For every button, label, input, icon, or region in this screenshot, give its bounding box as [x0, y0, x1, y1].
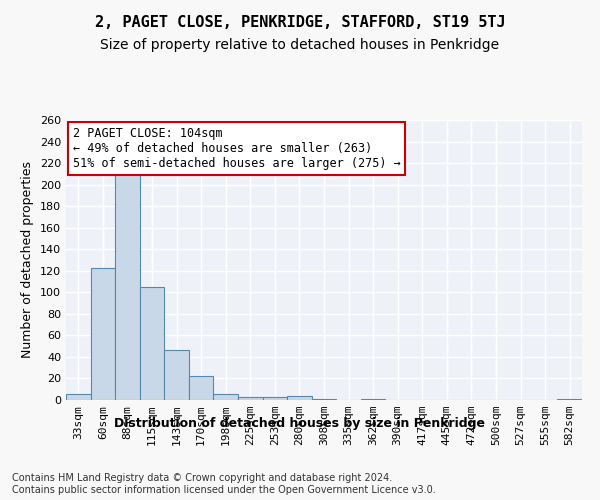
- Bar: [66, 394, 91, 400]
- Bar: [287, 396, 312, 400]
- Bar: [361, 399, 385, 400]
- Bar: [263, 397, 287, 400]
- Bar: [115, 168, 140, 400]
- Bar: [140, 287, 164, 400]
- Bar: [557, 399, 582, 400]
- Bar: [312, 399, 336, 400]
- Text: Distribution of detached houses by size in Penkridge: Distribution of detached houses by size …: [115, 418, 485, 430]
- Text: 2, PAGET CLOSE, PENKRIDGE, STAFFORD, ST19 5TJ: 2, PAGET CLOSE, PENKRIDGE, STAFFORD, ST1…: [95, 15, 505, 30]
- Y-axis label: Number of detached properties: Number of detached properties: [22, 162, 34, 358]
- Text: Contains HM Land Registry data © Crown copyright and database right 2024.
Contai: Contains HM Land Registry data © Crown c…: [12, 474, 436, 495]
- Bar: [238, 397, 263, 400]
- Bar: [214, 394, 238, 400]
- Bar: [189, 376, 214, 400]
- Text: 2 PAGET CLOSE: 104sqm
← 49% of detached houses are smaller (263)
51% of semi-det: 2 PAGET CLOSE: 104sqm ← 49% of detached …: [73, 127, 401, 170]
- Bar: [164, 350, 189, 400]
- Text: Size of property relative to detached houses in Penkridge: Size of property relative to detached ho…: [100, 38, 500, 52]
- Bar: [91, 268, 115, 400]
